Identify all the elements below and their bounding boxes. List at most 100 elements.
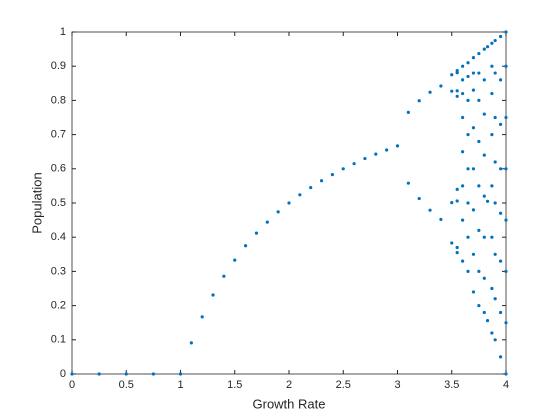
- point: [455, 199, 459, 203]
- x-tick-label: 2: [286, 379, 292, 391]
- point: [493, 38, 497, 43]
- point: [200, 315, 204, 319]
- point: [471, 88, 476, 92]
- point: [439, 217, 443, 222]
- point: [493, 71, 497, 75]
- point: [490, 91, 494, 96]
- point: [471, 56, 476, 60]
- point: [385, 148, 389, 152]
- point: [395, 144, 400, 148]
- point: [504, 115, 508, 120]
- point: [471, 290, 476, 294]
- x-tick-label: 0: [69, 379, 75, 391]
- point: [461, 259, 465, 263]
- point: [417, 196, 421, 201]
- point: [477, 184, 481, 188]
- y-tick-label: 0.1: [51, 334, 66, 346]
- point: [471, 71, 476, 75]
- point: [233, 258, 237, 262]
- y-tick-label: 0.8: [51, 94, 66, 106]
- point: [490, 184, 494, 188]
- point: [461, 115, 465, 120]
- point: [341, 167, 345, 171]
- x-tick-label: 3.5: [444, 379, 459, 391]
- point: [178, 372, 183, 376]
- point: [374, 152, 378, 156]
- point: [471, 208, 476, 212]
- point: [471, 126, 476, 130]
- point: [482, 78, 486, 82]
- point: [482, 112, 486, 116]
- point: [485, 319, 490, 323]
- point: [466, 74, 470, 79]
- point: [477, 51, 481, 56]
- point: [222, 274, 226, 278]
- point: [504, 269, 508, 273]
- point: [493, 338, 497, 342]
- point: [498, 167, 503, 171]
- point: [504, 64, 508, 68]
- point: [466, 61, 470, 65]
- point: [450, 73, 454, 77]
- point: [493, 297, 497, 301]
- x-tick-label: 1: [177, 379, 183, 391]
- point: [490, 235, 494, 239]
- point: [330, 173, 334, 177]
- point: [477, 228, 481, 232]
- point: [477, 139, 481, 144]
- y-tick-label: 0.5: [51, 197, 66, 209]
- y-tick-label: 0.3: [51, 265, 66, 277]
- x-tick-label: 3: [394, 379, 400, 391]
- x-tick-label: 4: [503, 379, 509, 391]
- point: [466, 133, 470, 137]
- point: [498, 34, 503, 39]
- point: [493, 252, 497, 256]
- x-tick-label: 2.5: [336, 379, 351, 391]
- point: [254, 231, 259, 235]
- point: [428, 208, 432, 212]
- point: [455, 71, 459, 75]
- point: [450, 89, 454, 93]
- point: [498, 259, 503, 263]
- point: [455, 187, 459, 191]
- point: [490, 133, 494, 137]
- point: [455, 89, 459, 93]
- point: [471, 167, 476, 171]
- x-tick-label: 1.5: [227, 379, 242, 391]
- point: [490, 331, 494, 335]
- point: [211, 293, 215, 297]
- point: [466, 201, 470, 205]
- point: [477, 98, 481, 102]
- point: [466, 235, 470, 239]
- point: [287, 201, 291, 205]
- point: [482, 235, 486, 239]
- point: [490, 64, 494, 68]
- point: [461, 78, 465, 82]
- point: [461, 218, 465, 222]
- point: [485, 45, 490, 49]
- point: [455, 245, 459, 250]
- point: [482, 276, 486, 280]
- y-tick-label: 0.4: [51, 231, 66, 243]
- y-axis-label: Population: [29, 172, 44, 233]
- point: [493, 115, 497, 120]
- point: [189, 341, 193, 345]
- y-tick-label: 1: [60, 26, 66, 38]
- point: [504, 167, 508, 171]
- point: [493, 201, 497, 205]
- point: [466, 167, 470, 171]
- point: [461, 184, 465, 188]
- point: [70, 372, 74, 376]
- point: [455, 250, 459, 255]
- point: [477, 269, 481, 273]
- point: [406, 181, 410, 185]
- point: [482, 47, 486, 51]
- point: [485, 199, 490, 203]
- point: [97, 372, 101, 376]
- point: [406, 110, 410, 114]
- point: [504, 321, 508, 325]
- point: [428, 90, 432, 94]
- y-tick-label: 0.9: [51, 60, 66, 72]
